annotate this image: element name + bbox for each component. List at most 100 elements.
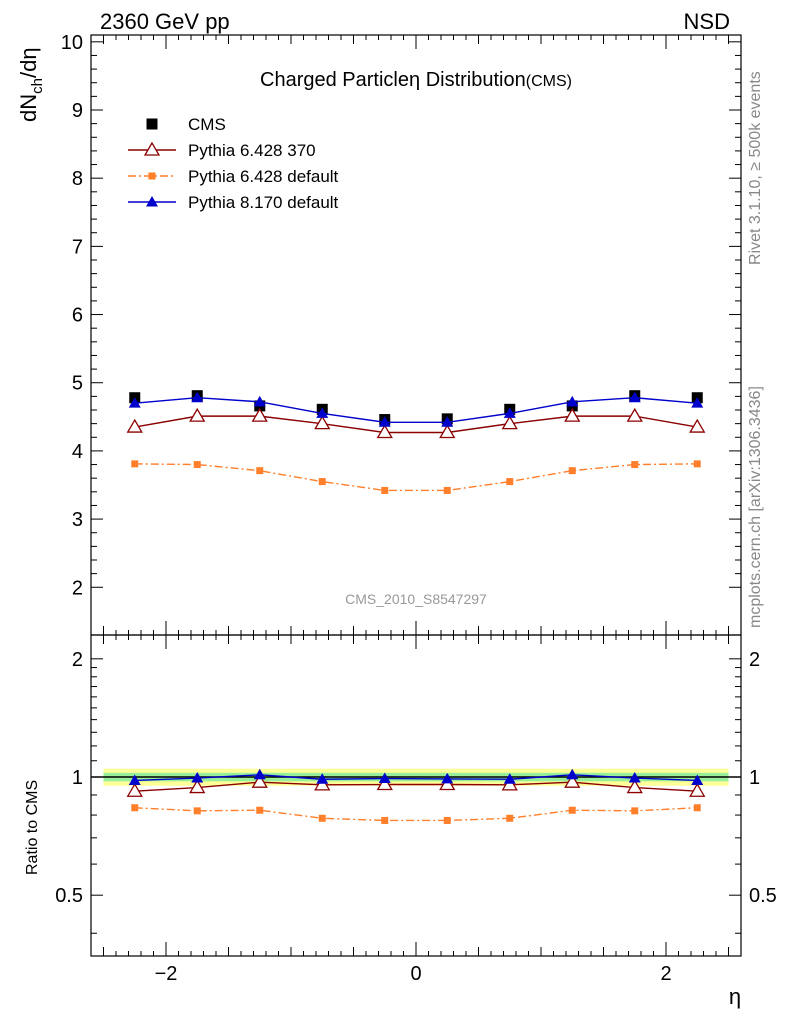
ratio-y-tick-label-right: 1 (749, 767, 760, 789)
legend-marker (143, 141, 161, 156)
ratio-data-point (131, 804, 139, 812)
ratio-data-point (443, 816, 451, 824)
ratio-y-tick-label: 2 (72, 649, 83, 671)
series-pythia-8-170-default (128, 391, 704, 427)
data-point (191, 391, 204, 403)
ratio-data-point (251, 773, 268, 788)
ylabel-tail: /dη (16, 47, 41, 78)
ratio-axis-ticks: 0.5 0.5 1 1 2 2 −2 0 2 (55, 635, 777, 985)
data-point (189, 407, 206, 422)
ratio-series-pythia-8-170-default (128, 768, 704, 785)
ratio-data-point (314, 776, 331, 791)
ylabel-sub: ch (29, 78, 46, 94)
ratio-data-point (441, 772, 454, 784)
title-exp: (CMS) (526, 73, 572, 90)
data-point (689, 418, 706, 433)
y-tick-label: 3 (72, 509, 83, 531)
data-point (443, 486, 451, 494)
legend-label: Pythia 8.170 default (188, 193, 339, 212)
mcplots-label: mcplots.cern.ch [arXiv:1306.3436] (747, 386, 764, 628)
data-point (631, 461, 639, 469)
plot-title: Charged Particleη Distribution(CMS) (260, 69, 572, 91)
data-point (564, 407, 581, 422)
ratio-data-point (628, 772, 641, 783)
data-point (506, 478, 514, 486)
analysis-watermark: CMS_2010_S8547297 (345, 591, 487, 607)
main-axis-ticks: 2 3 4 5 6 7 8 9 10 (61, 32, 741, 635)
data-point (381, 486, 389, 494)
y-tick-label: 7 (72, 236, 83, 258)
data-point (568, 467, 576, 475)
title-main: Charged Particle (260, 69, 409, 91)
ratio-data-point (506, 814, 514, 822)
x-tick-label: 0 (410, 963, 421, 985)
data-point (318, 478, 326, 486)
series-line (134, 463, 698, 492)
ratio-y-axis-title: Ratio to CMS (24, 780, 41, 875)
title-eta: η (409, 69, 420, 91)
ratio-data-point (316, 773, 329, 784)
ratio-data-point (193, 807, 201, 815)
data-point (314, 415, 331, 430)
legend-label: Pythia 6.428 370 (188, 141, 316, 160)
ratio-data-point (128, 774, 141, 785)
ratio-y-tick-label: 1 (72, 767, 83, 789)
ratio-plot-frame (90, 634, 742, 957)
ratio-data-point (126, 782, 143, 797)
x-tick-label: 2 (660, 963, 671, 985)
data-point (439, 424, 456, 439)
legend-label: CMS (188, 115, 226, 134)
series-pythia-6-428-default (131, 460, 701, 494)
data-point (501, 415, 518, 430)
y-tick-label: 2 (72, 577, 83, 599)
data-point (193, 461, 201, 469)
legend-item-pythia-8-170-default: Pythia 8.170 default (128, 193, 339, 212)
legend-marker (148, 172, 156, 180)
legend-marker (146, 196, 158, 207)
y-tick-label: 9 (72, 100, 83, 122)
main-y-axis-title: dNch/dη (16, 47, 46, 122)
data-point (626, 407, 643, 422)
y-tick-label: 6 (72, 305, 83, 327)
ratio-data-point (691, 774, 704, 785)
ratio-y-tick-label: 0.5 (55, 885, 83, 907)
series-cms (129, 390, 703, 426)
y-tick-label: 8 (72, 168, 83, 190)
ratio-data-point (568, 806, 576, 814)
ratio-series-line (134, 774, 698, 782)
legend-item-cms: CMS (146, 115, 226, 134)
ratio-data-point (378, 772, 391, 784)
ratio-series-line (134, 781, 698, 792)
data-point (131, 460, 139, 468)
data-point (441, 416, 454, 427)
ratio-data-point (191, 772, 204, 783)
x-tick-label: −2 (155, 963, 178, 985)
ratio-data-point (253, 768, 266, 780)
ylabel-main: dN (16, 94, 41, 122)
ratio-data-point (503, 773, 516, 784)
ratio-series-line (134, 807, 698, 822)
data-point (251, 407, 268, 422)
ratio-data-point (689, 782, 706, 797)
data-point (316, 407, 329, 418)
ratio-data-point (256, 806, 264, 814)
data-point (693, 460, 701, 468)
series-line (134, 397, 698, 423)
process-label: NSD (684, 9, 730, 34)
y-tick-label: 10 (61, 32, 83, 54)
title-tail: Distribution (426, 69, 526, 91)
main-series (126, 390, 706, 494)
ratio-data-point (381, 816, 389, 824)
ratio-series-pythia-6-428-370 (126, 773, 706, 797)
data-point (378, 416, 391, 427)
series-line (134, 415, 698, 434)
ratio-data-point (501, 776, 518, 791)
y-tick-label: 5 (72, 373, 83, 395)
rivet-label: Rivet 3.1.10, ≥ 500k events (747, 71, 764, 265)
data-point (126, 418, 143, 433)
energy-label: 2360 GeV pp (100, 9, 230, 34)
ratio-data-point (318, 814, 326, 822)
data-point (128, 397, 141, 408)
legend: CMS Pythia 6.428 370 Pythia 6.428 default P… (128, 115, 339, 212)
ratio-reference-band (91, 768, 741, 786)
